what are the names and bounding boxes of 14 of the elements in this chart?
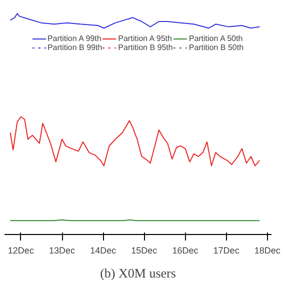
legend-label: Partition B 99th — [47, 43, 102, 52]
legend-label: Partition A 95th — [118, 34, 172, 43]
x-tick-label: 15Dec — [131, 246, 158, 256]
text: (b) X0M users — [100, 266, 176, 280]
legend-label: Partition A 99th — [47, 34, 102, 43]
x-tick-label: 16Dec — [172, 246, 199, 256]
legend-label: Partition B 50th — [188, 43, 244, 52]
legend-label: Partition B 95th — [118, 43, 173, 52]
x-tick-label: 12Dec — [8, 246, 34, 256]
x-tick-label: 17Dec — [213, 246, 240, 256]
x-tick-label: 18Dec — [254, 246, 281, 256]
x-tick-label: 14Dec — [90, 246, 117, 256]
x-tick-label: 13Dec — [49, 246, 76, 256]
legend-label: Partition A 50th — [188, 34, 243, 43]
